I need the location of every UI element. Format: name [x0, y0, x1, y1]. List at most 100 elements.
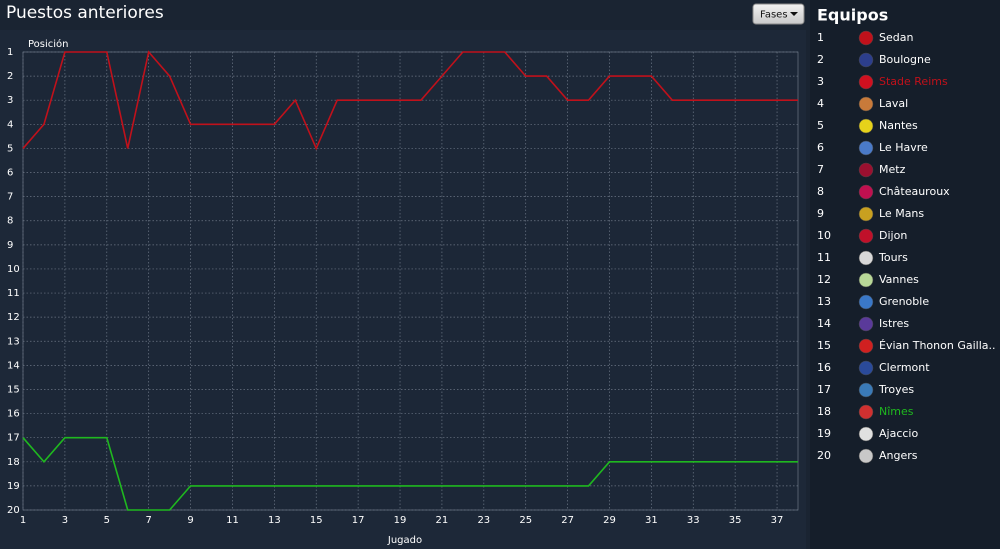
x-tick-label: 33: [687, 515, 700, 526]
y-tick-label: 10: [7, 264, 20, 275]
team-crest: [858, 448, 874, 464]
team-rank: 5: [817, 119, 824, 132]
dropdown-arrow[interactable]: [790, 12, 798, 16]
team-crest: [858, 250, 874, 266]
x-tick-label: 1: [20, 515, 26, 526]
team-name: Laval: [879, 97, 908, 110]
team-rank: 9: [817, 207, 824, 220]
y-tick-label: 20: [7, 505, 20, 516]
y-tick-label: 3: [7, 95, 13, 106]
y-tick-label: 11: [7, 288, 20, 299]
team-rank: 15: [817, 339, 831, 352]
y-tick-label: 4: [7, 119, 13, 130]
y-tick-label: 16: [7, 409, 20, 420]
team-rank: 17: [817, 383, 831, 396]
y-tick-label: 5: [7, 143, 13, 154]
team-rank: 7: [817, 163, 824, 176]
y-tick-label: 8: [7, 216, 13, 227]
team-rank: 20: [817, 449, 831, 462]
x-tick-label: 23: [477, 515, 490, 526]
team-rank: 19: [817, 427, 831, 440]
x-tick-label: 17: [352, 515, 365, 526]
y-tick-label: 14: [7, 360, 20, 371]
x-tick-label: 3: [62, 515, 68, 526]
team-crest: [858, 316, 874, 332]
button-label[interactable]: Fases: [760, 10, 788, 21]
phases-button[interactable]: Fases: [752, 3, 805, 25]
y-tick-label: 1: [7, 47, 13, 58]
x-tick-label: 15: [310, 515, 323, 526]
team-name: Istres: [879, 317, 909, 330]
team-name: Nantes: [879, 119, 918, 132]
team-crest: [858, 272, 874, 288]
team-rank: 6: [817, 141, 824, 154]
x-tick-label: 31: [645, 515, 658, 526]
y-tick-label: 6: [7, 168, 13, 179]
x-tick-label: 21: [436, 515, 449, 526]
team-name: Grenoble: [879, 295, 929, 308]
team-rank: 12: [817, 273, 831, 286]
y-tick-label: 2: [7, 71, 13, 82]
team-rank: 10: [817, 229, 831, 242]
y-tick-label: 9: [7, 240, 13, 251]
plot-area: [22, 51, 799, 511]
team-name: Évian Thonon Gailla..: [879, 339, 995, 352]
button-bg[interactable]: [752, 3, 805, 25]
series-line: [22, 50, 798, 151]
x-tick-label: 27: [561, 515, 574, 526]
y-tick-label: 19: [7, 481, 20, 492]
team-name: Angers: [879, 449, 918, 462]
team-rank: 1: [817, 31, 824, 44]
team-crest: [858, 360, 874, 376]
team-name: Boulogne: [879, 53, 931, 66]
y-tick-label: 18: [7, 457, 20, 468]
team-name: Clermont: [879, 361, 930, 374]
team-crest: [858, 206, 874, 222]
page-title: Puestos anteriores: [6, 3, 164, 23]
team-name: Vannes: [879, 273, 919, 286]
x-tick-label: 37: [771, 515, 784, 526]
y-axis-label: Posición: [28, 38, 69, 50]
team-crest: [858, 74, 874, 90]
team-rank: 8: [817, 185, 824, 198]
x-tick-label: 19: [394, 515, 407, 526]
team-rank: 14: [817, 317, 831, 330]
x-tick-label: 5: [104, 515, 110, 526]
standings-panel: [810, 0, 1000, 549]
team-name: Tours: [878, 251, 908, 264]
team-crest: [858, 184, 874, 200]
team-name: Dijon: [879, 229, 907, 242]
y-tick-label: 13: [7, 336, 20, 347]
team-crest: [858, 52, 874, 68]
x-tick-label: 7: [145, 515, 151, 526]
team-rank: 4: [817, 97, 824, 110]
team-rank: 3: [817, 75, 824, 88]
team-rank: 11: [817, 251, 831, 264]
y-tick-label: 7: [7, 192, 13, 203]
series-line: [22, 436, 798, 511]
x-tick-label: 11: [226, 515, 239, 526]
team-name: Stade Reims: [879, 75, 948, 88]
team-crest: [858, 162, 874, 178]
team-crest: [858, 140, 874, 156]
team-name: Le Havre: [879, 141, 928, 154]
team-crest: [858, 294, 874, 310]
x-axis-label: Jugado: [387, 535, 422, 546]
team-crest: [858, 96, 874, 112]
team-rank: 16: [817, 361, 831, 374]
team-name: Ajaccio: [879, 427, 918, 440]
team-crest: [858, 382, 874, 398]
x-tick-label: 29: [603, 515, 616, 526]
team-name: Le Mans: [879, 207, 924, 220]
team-rank: 13: [817, 295, 831, 308]
team-name: Metz: [879, 163, 906, 176]
y-tick-label: 12: [7, 312, 20, 323]
team-name: Châteauroux: [879, 185, 950, 198]
team-name: Sedan: [879, 31, 913, 44]
standings-title: Equipos: [817, 6, 888, 25]
x-tick-label: 25: [519, 515, 532, 526]
team-name: Nîmes: [879, 405, 914, 418]
team-crest: [858, 404, 874, 420]
x-tick-label: 9: [187, 515, 193, 526]
